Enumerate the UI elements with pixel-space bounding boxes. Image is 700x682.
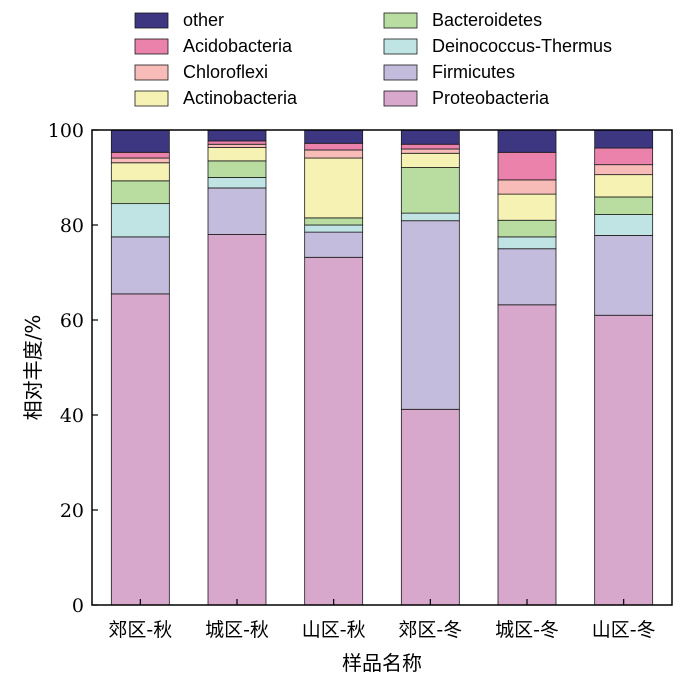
legend-label: Actinobacteria: [183, 88, 298, 108]
bar-segment-chloroflexi: [497, 179, 557, 195]
bar-segment-other: [497, 129, 557, 153]
x-tick-label: 山区-秋: [302, 619, 366, 641]
bar-segment-proteobacteria: [110, 293, 170, 606]
bar-segment-chloroflexi: [304, 149, 364, 159]
bar-segment-chloroflexi: [207, 143, 267, 148]
y-axis-label: 相对丰度/%: [21, 315, 45, 421]
bar-segment-bacteroidetes: [400, 167, 460, 214]
legend-item: Firmicutes: [383, 62, 515, 82]
bar-segment-other: [207, 129, 267, 142]
legend-item: Bacteroidetes: [383, 10, 542, 30]
x-ticks: 郊区-秋 城区-秋 山区-秋 郊区-冬 城区-冬 山区-冬: [108, 599, 656, 641]
bar-segment-actinobacteria: [497, 193, 557, 221]
bar-segment-deinococcus-thermus: [497, 236, 557, 250]
legend-label: Deinococcus-Thermus: [432, 36, 612, 56]
bar-segment-actinobacteria: [304, 157, 364, 219]
bar-segment-acidobacteria: [110, 151, 170, 159]
bar-segment-bacteroidetes: [497, 219, 557, 238]
bar-segment-deinococcus-thermus: [207, 177, 267, 189]
bar-segment-deinococcus-thermus: [400, 212, 460, 222]
bar-segment-acidobacteria: [497, 151, 557, 181]
bar-segment-firmicutes: [207, 187, 267, 235]
legend-item: Proteobacteria: [383, 88, 550, 108]
x-tick-label: 郊区-冬: [398, 619, 462, 641]
bar-segment-firmicutes: [594, 235, 654, 316]
legend-label: Chloroflexi: [183, 62, 268, 82]
y-tick-label: 0: [72, 595, 84, 617]
bar-segment-chloroflexi: [400, 148, 460, 154]
bar-segment-firmicutes: [110, 236, 170, 295]
bar-segment-deinococcus-thermus: [304, 224, 364, 233]
bar-segment-acidobacteria: [594, 147, 654, 166]
y-tick-label: 80: [60, 215, 84, 237]
legend-label: Bacteroidetes: [432, 10, 542, 30]
x-tick-label: 城区-冬: [495, 619, 559, 641]
bar-segment-proteobacteria: [400, 408, 460, 606]
plot-frame: [91, 129, 673, 606]
bar-segment-other: [110, 129, 170, 153]
x-tick-label: 城区-秋: [205, 619, 269, 641]
bar-segment-firmicutes: [497, 248, 557, 306]
y-ticks: 0 20 40 60 80 100: [48, 120, 98, 617]
legend-label: Acidobacteria: [183, 36, 293, 56]
legend-item: Acidobacteria: [134, 36, 293, 56]
legend-item: other: [134, 10, 224, 30]
bar-segment-actinobacteria: [207, 147, 267, 162]
bar-segment-other: [594, 129, 654, 149]
bar-segment-bacteroidetes: [594, 196, 654, 215]
axes: 0 20 40 60 80 100 郊区-秋 城区-秋 山区-秋 郊区-冬 城区-冬 山区-冬: [48, 120, 673, 641]
bar-segment-chloroflexi: [110, 157, 170, 164]
legend-label: other: [183, 10, 224, 30]
bar-segment-acidobacteria: [304, 142, 364, 151]
legend-swatch: [383, 64, 418, 81]
bar-segment-proteobacteria: [207, 234, 267, 606]
bar-segment-firmicutes: [400, 220, 460, 410]
legend-swatch: [134, 12, 169, 29]
bar-segment-other: [304, 129, 364, 144]
legend-swatch: [383, 90, 418, 107]
bar-segment-proteobacteria: [497, 304, 557, 606]
x-tick-label: 山区-冬: [592, 619, 656, 641]
bar-segment-actinobacteria: [594, 174, 654, 198]
legend-item: Deinococcus-Thermus: [383, 36, 612, 56]
legend-swatch: [383, 12, 418, 29]
legend-swatch: [134, 64, 169, 81]
bar-segment-actinobacteria: [110, 162, 170, 182]
bars: [110, 129, 654, 606]
bar-segment-actinobacteria: [400, 152, 460, 168]
y-tick-label: 100: [48, 120, 84, 142]
bar-segment-bacteroidetes: [207, 160, 267, 178]
bar-segment-other: [400, 129, 460, 145]
x-tick-label: 郊区-秋: [108, 619, 172, 641]
bar-segment-bacteroidetes: [110, 180, 170, 205]
bar-segment-proteobacteria: [594, 314, 654, 606]
legend-swatch: [134, 38, 169, 55]
bar-segment-firmicutes: [304, 231, 364, 258]
legend-item: Chloroflexi: [134, 62, 268, 82]
bar-segment-proteobacteria: [304, 256, 364, 606]
bar-segment-acidobacteria: [400, 143, 460, 150]
legend-label: Firmicutes: [432, 62, 515, 82]
bar-segment-deinococcus-thermus: [110, 203, 170, 238]
y-tick-label: 60: [60, 310, 84, 332]
y-tick-label: 40: [60, 405, 84, 427]
legend: other Acidobacteria Chloroflexi Actinobacte…: [134, 10, 612, 108]
legend-label: Proteobacteria: [432, 88, 550, 108]
bar-segment-chloroflexi: [594, 164, 654, 176]
legend-swatch: [383, 38, 418, 55]
bar-segment-acidobacteria: [207, 140, 267, 145]
bar-segment-bacteroidetes: [304, 217, 364, 226]
bar-segment-deinococcus-thermus: [594, 214, 654, 236]
legend-item: Actinobacteria: [134, 88, 298, 108]
x-axis-label: 样品名称: [342, 651, 422, 675]
y-tick-label: 20: [60, 500, 84, 522]
legend-swatch: [134, 90, 169, 107]
